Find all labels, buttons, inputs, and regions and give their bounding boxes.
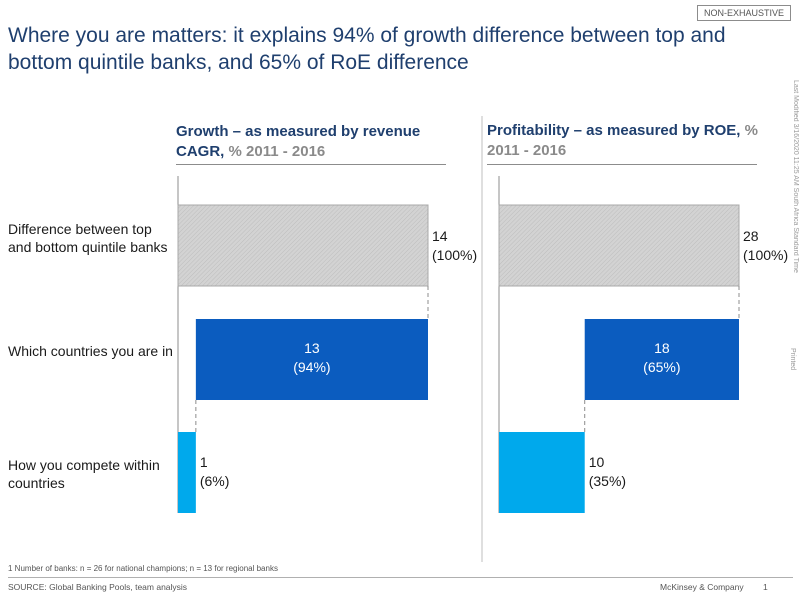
roe-bar-2-value-label: 18 [654, 340, 670, 356]
roe-bar-3-value-label: 10 [589, 454, 605, 470]
roe-bar-1 [498, 204, 740, 287]
roe-title-rule [487, 164, 757, 165]
side-note-printed: Printed [789, 348, 796, 371]
footnote: 1 Number of banks: n = 26 for national c… [8, 564, 278, 573]
row-label-compete: How you compete within countries [8, 457, 160, 491]
growth-bar-1-value-label: 14 [432, 228, 448, 244]
non-exhaustive-badge: NON-EXHAUSTIVE [697, 5, 791, 21]
growth-bar-2-share-label: (94%) [293, 359, 330, 375]
roe-bar-1-value-label: 28 [743, 228, 759, 244]
growth-bar-3-share-label: (6%) [200, 473, 230, 489]
roe-title-main: Profitability – as measured by ROE, [487, 122, 741, 139]
growth-title-rule [176, 164, 446, 165]
roe-title-sub: % 2011 - 2016 [487, 122, 758, 159]
growth-bar-2-value-label: 13 [304, 340, 320, 356]
side-note: Last Modified 3/16/2020 11:25 AM South A… [789, 80, 799, 410]
roe-bar-1-share-label: (100%) [743, 247, 788, 263]
page-number: 1 [763, 582, 768, 592]
roe-bar-3 [499, 432, 585, 513]
row-label-difference: Difference between top and bottom quinti… [8, 221, 168, 255]
growth-title-main: Growth – as measured by revenue CAGR, [176, 123, 421, 160]
row-label-countries: Which countries you are in [8, 343, 173, 359]
growth-bar-2 [195, 319, 428, 400]
page-title: Where you are matters: it explains 94% o… [8, 24, 726, 74]
growth-bar-1 [177, 204, 429, 287]
growth-panel-title: Growth – as measured by revenue CAGR, % … [176, 122, 446, 162]
company-name: McKinsey & Company [660, 582, 744, 592]
footer-rule [8, 577, 793, 578]
roe-bar-2 [584, 319, 739, 400]
roe-bar-3-share-label: (35%) [589, 473, 626, 489]
growth-title-sub: % 2011 - 2016 [228, 143, 326, 160]
growth-bar-3 [178, 432, 196, 513]
side-note-modified: Last Modified 3/16/2020 11:25 AM South A… [792, 80, 799, 273]
growth-bar-3-value-label: 1 [200, 454, 208, 470]
roe-panel-title: Profitability – as measured by ROE, % 20… [487, 121, 767, 161]
growth-bar-1-share-label: (100%) [432, 247, 477, 263]
source-note: SOURCE: Global Banking Pools, team analy… [8, 582, 188, 592]
roe-bar-2-share-label: (65%) [643, 359, 680, 375]
